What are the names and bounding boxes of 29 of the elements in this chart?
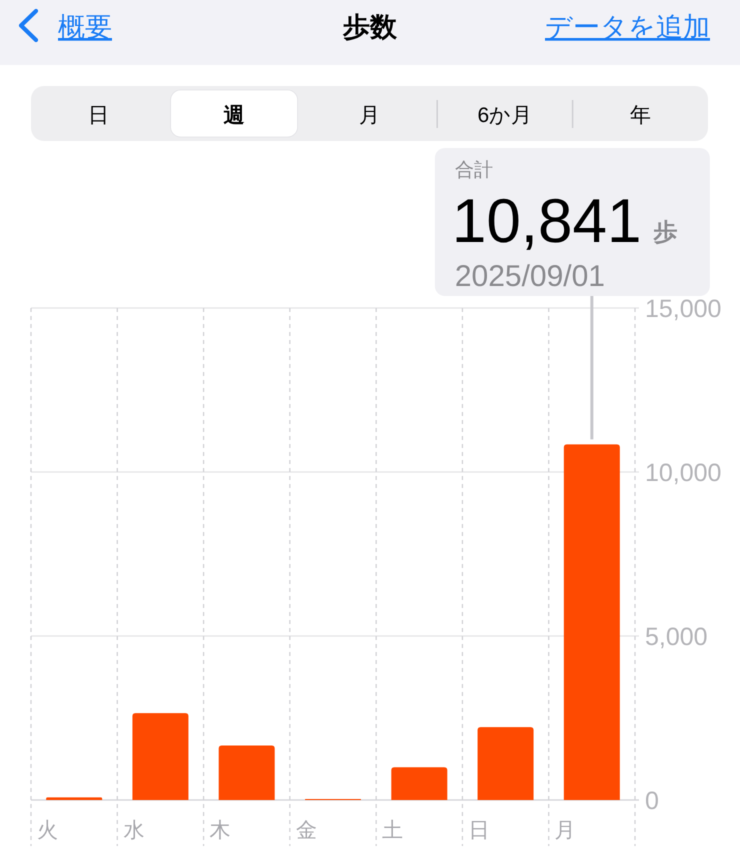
x-tick-label: 水 — [123, 819, 144, 842]
x-tick-label: 火 — [37, 819, 58, 842]
x-tick-label: 金 — [296, 819, 317, 842]
bar — [218, 746, 275, 800]
y-tick-label: 5,000 — [645, 623, 708, 651]
bar — [46, 797, 102, 800]
text: 6か月 — [478, 104, 532, 127]
bar — [391, 767, 448, 800]
x-tick-label: 月 — [554, 819, 576, 842]
bar — [478, 727, 534, 800]
text: 日 — [88, 104, 110, 127]
text: 月 — [359, 104, 380, 127]
y-tick-label: 15,000 — [645, 295, 722, 323]
bar — [132, 713, 188, 800]
data-label: 10,841 — [452, 187, 642, 256]
y-tick-label: 10,000 — [645, 459, 722, 487]
text: 概要 — [58, 12, 112, 42]
text: 歩 — [652, 219, 678, 246]
text: データを追加 — [545, 12, 710, 42]
text: 2025/09/01 — [454, 260, 606, 293]
bar — [564, 444, 620, 800]
chart-title: 歩数 — [342, 12, 398, 42]
y-tick-label: 0 — [645, 787, 659, 815]
text: 合計 — [454, 160, 493, 181]
x-tick-label: 土 — [382, 819, 404, 842]
x-tick-label: 木 — [210, 819, 231, 842]
x-tick-label: 日 — [468, 819, 490, 842]
text: 週 — [224, 104, 245, 127]
text: 年 — [630, 104, 651, 127]
